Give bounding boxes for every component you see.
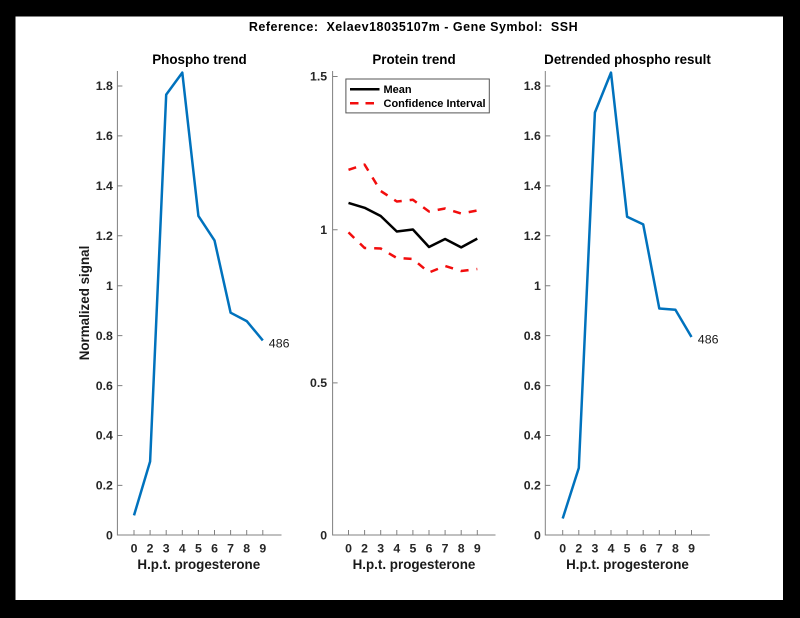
svg-text:H.p.t. progesterone: H.p.t. progesterone (137, 557, 260, 572)
svg-text:0.4: 0.4 (96, 429, 113, 443)
svg-text:7: 7 (656, 542, 663, 556)
svg-text:1.2: 1.2 (96, 229, 113, 243)
svg-text:Confidence Interval: Confidence Interval (384, 98, 486, 110)
svg-text:1.5: 1.5 (310, 70, 327, 84)
svg-text:5: 5 (195, 542, 202, 556)
svg-text:H.p.t. progesterone: H.p.t. progesterone (566, 557, 689, 572)
svg-text:0: 0 (559, 542, 566, 556)
svg-text:Phospho trend: Phospho trend (152, 52, 246, 67)
svg-text:4: 4 (608, 542, 615, 556)
svg-text:8: 8 (458, 542, 465, 556)
svg-text:Protein trend: Protein trend (372, 52, 455, 67)
svg-text:8: 8 (672, 542, 679, 556)
svg-text:0.6: 0.6 (96, 379, 113, 393)
svg-text:1.4: 1.4 (96, 179, 113, 193)
svg-text:1: 1 (106, 279, 113, 293)
svg-text:8: 8 (243, 542, 250, 556)
svg-text:9: 9 (474, 542, 481, 556)
svg-text:7: 7 (227, 542, 234, 556)
svg-text:0.4: 0.4 (524, 429, 541, 443)
svg-text:9: 9 (259, 542, 266, 556)
svg-text:2: 2 (575, 542, 582, 556)
svg-text:1.6: 1.6 (96, 129, 113, 143)
svg-text:0.2: 0.2 (96, 479, 113, 493)
svg-text:0: 0 (320, 529, 327, 543)
svg-text:Normalized signal: Normalized signal (77, 246, 92, 361)
svg-text:0: 0 (131, 542, 138, 556)
svg-text:7: 7 (442, 542, 449, 556)
svg-text:3: 3 (591, 542, 598, 556)
svg-text:0.6: 0.6 (524, 379, 541, 393)
svg-text:6: 6 (640, 542, 647, 556)
svg-text:1.8: 1.8 (96, 79, 113, 93)
svg-text:6: 6 (211, 542, 218, 556)
svg-text:0: 0 (345, 542, 352, 556)
svg-text:6: 6 (426, 542, 433, 556)
svg-text:H.p.t. progesterone: H.p.t. progesterone (353, 557, 476, 572)
svg-text:9: 9 (688, 542, 695, 556)
svg-text:1.2: 1.2 (524, 229, 541, 243)
svg-text:1.6: 1.6 (524, 129, 541, 143)
svg-text:1.4: 1.4 (524, 179, 541, 193)
svg-text:0: 0 (534, 529, 541, 543)
svg-text:Mean: Mean (384, 84, 412, 96)
svg-text:0.8: 0.8 (524, 329, 541, 343)
svg-text:2: 2 (147, 542, 154, 556)
svg-text:3: 3 (163, 542, 170, 556)
svg-text:0.2: 0.2 (524, 479, 541, 493)
svg-text:1: 1 (320, 223, 327, 237)
svg-text:2: 2 (361, 542, 368, 556)
svg-text:5: 5 (624, 542, 631, 556)
svg-text:Reference: Xelaev18035107m -: Reference: Xelaev18035107m - Gene Symbol… (249, 20, 578, 34)
svg-text:3: 3 (377, 542, 384, 556)
svg-text:5: 5 (409, 542, 416, 556)
svg-text:Detrended phospho result: Detrended phospho result (544, 52, 711, 67)
svg-text:4: 4 (393, 542, 400, 556)
svg-text:0: 0 (106, 529, 113, 543)
svg-text:0.5: 0.5 (310, 376, 327, 390)
svg-text:1.8: 1.8 (524, 79, 541, 93)
svg-text:486: 486 (269, 336, 290, 350)
svg-text:1: 1 (534, 279, 541, 293)
svg-text:486: 486 (698, 333, 719, 347)
svg-text:4: 4 (179, 542, 186, 556)
svg-text:0.8: 0.8 (96, 329, 113, 343)
